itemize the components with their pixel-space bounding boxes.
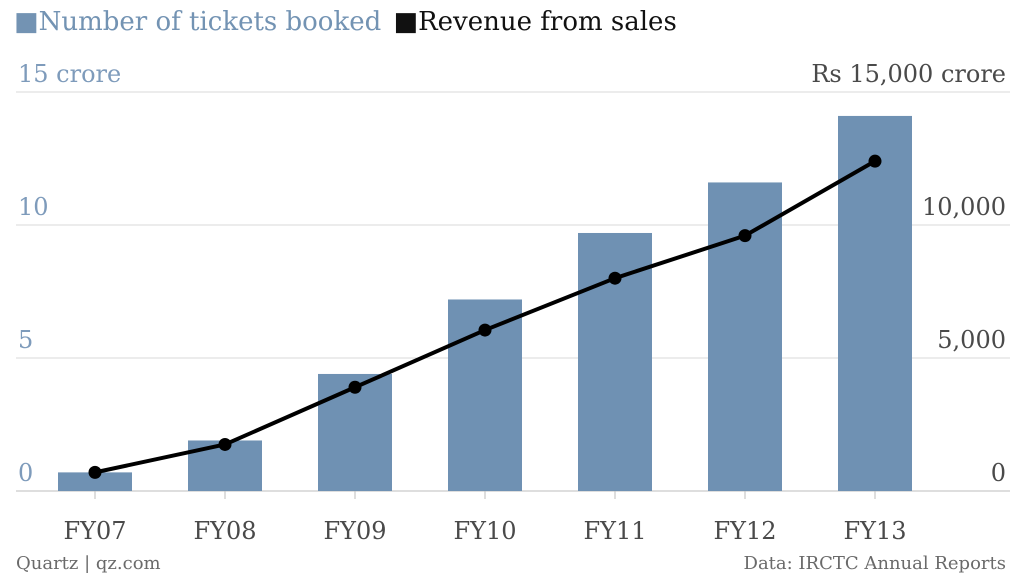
x-tick-label: FY12 <box>713 517 776 545</box>
x-axis: FY07 FY08 FY09 FY10 FY11 FY12 FY13 <box>63 491 907 545</box>
x-tick-label: FY07 <box>63 517 126 545</box>
x-tick-label: FY13 <box>843 517 906 545</box>
right-tick-label: 0 <box>991 459 1006 487</box>
source-left: Quartz | qz.com <box>16 553 161 574</box>
right-tick-label: Rs 15,000 crore <box>811 60 1006 88</box>
bar <box>708 182 782 491</box>
revenue-point <box>218 437 232 451</box>
revenue-point <box>738 229 752 243</box>
revenue-line <box>88 154 882 479</box>
x-tick-label: FY11 <box>583 517 646 545</box>
bar <box>58 472 132 491</box>
legend-line-label: Revenue from sales <box>418 7 677 37</box>
right-tick-label: 5,000 <box>937 326 1006 354</box>
revenue-point <box>868 154 882 168</box>
x-tick-label: FY08 <box>193 517 256 545</box>
x-tick-label: FY10 <box>453 517 516 545</box>
legend: ■Number of tickets booked ■Revenue from … <box>14 7 677 37</box>
legend-bar-label: Number of tickets booked <box>39 7 382 37</box>
bars <box>58 115 912 492</box>
left-axis: 0 5 10 15 crore <box>18 60 121 487</box>
svg-text:■Number of tickets booked: ■Number of tickets booked ■Revenue from … <box>14 7 677 37</box>
left-tick-label: 0 <box>18 459 33 487</box>
source-right: Data: IRCTC Annual Reports <box>744 553 1006 574</box>
revenue-point <box>478 323 492 337</box>
revenue-point <box>348 380 362 394</box>
left-tick-label: 5 <box>18 326 33 354</box>
right-tick-label: 10,000 <box>922 193 1006 221</box>
legend-bar-marker: ■ <box>14 7 39 37</box>
legend-line-marker: ■ <box>394 7 419 37</box>
revenue-point <box>608 271 622 285</box>
bar <box>838 115 912 491</box>
x-tick-label: FY09 <box>323 517 386 545</box>
left-tick-label: 15 crore <box>18 60 121 88</box>
right-axis: 0 5,000 10,000 Rs 15,000 crore <box>811 60 1006 487</box>
revenue-point <box>88 465 102 479</box>
left-tick-label: 10 <box>18 193 49 221</box>
